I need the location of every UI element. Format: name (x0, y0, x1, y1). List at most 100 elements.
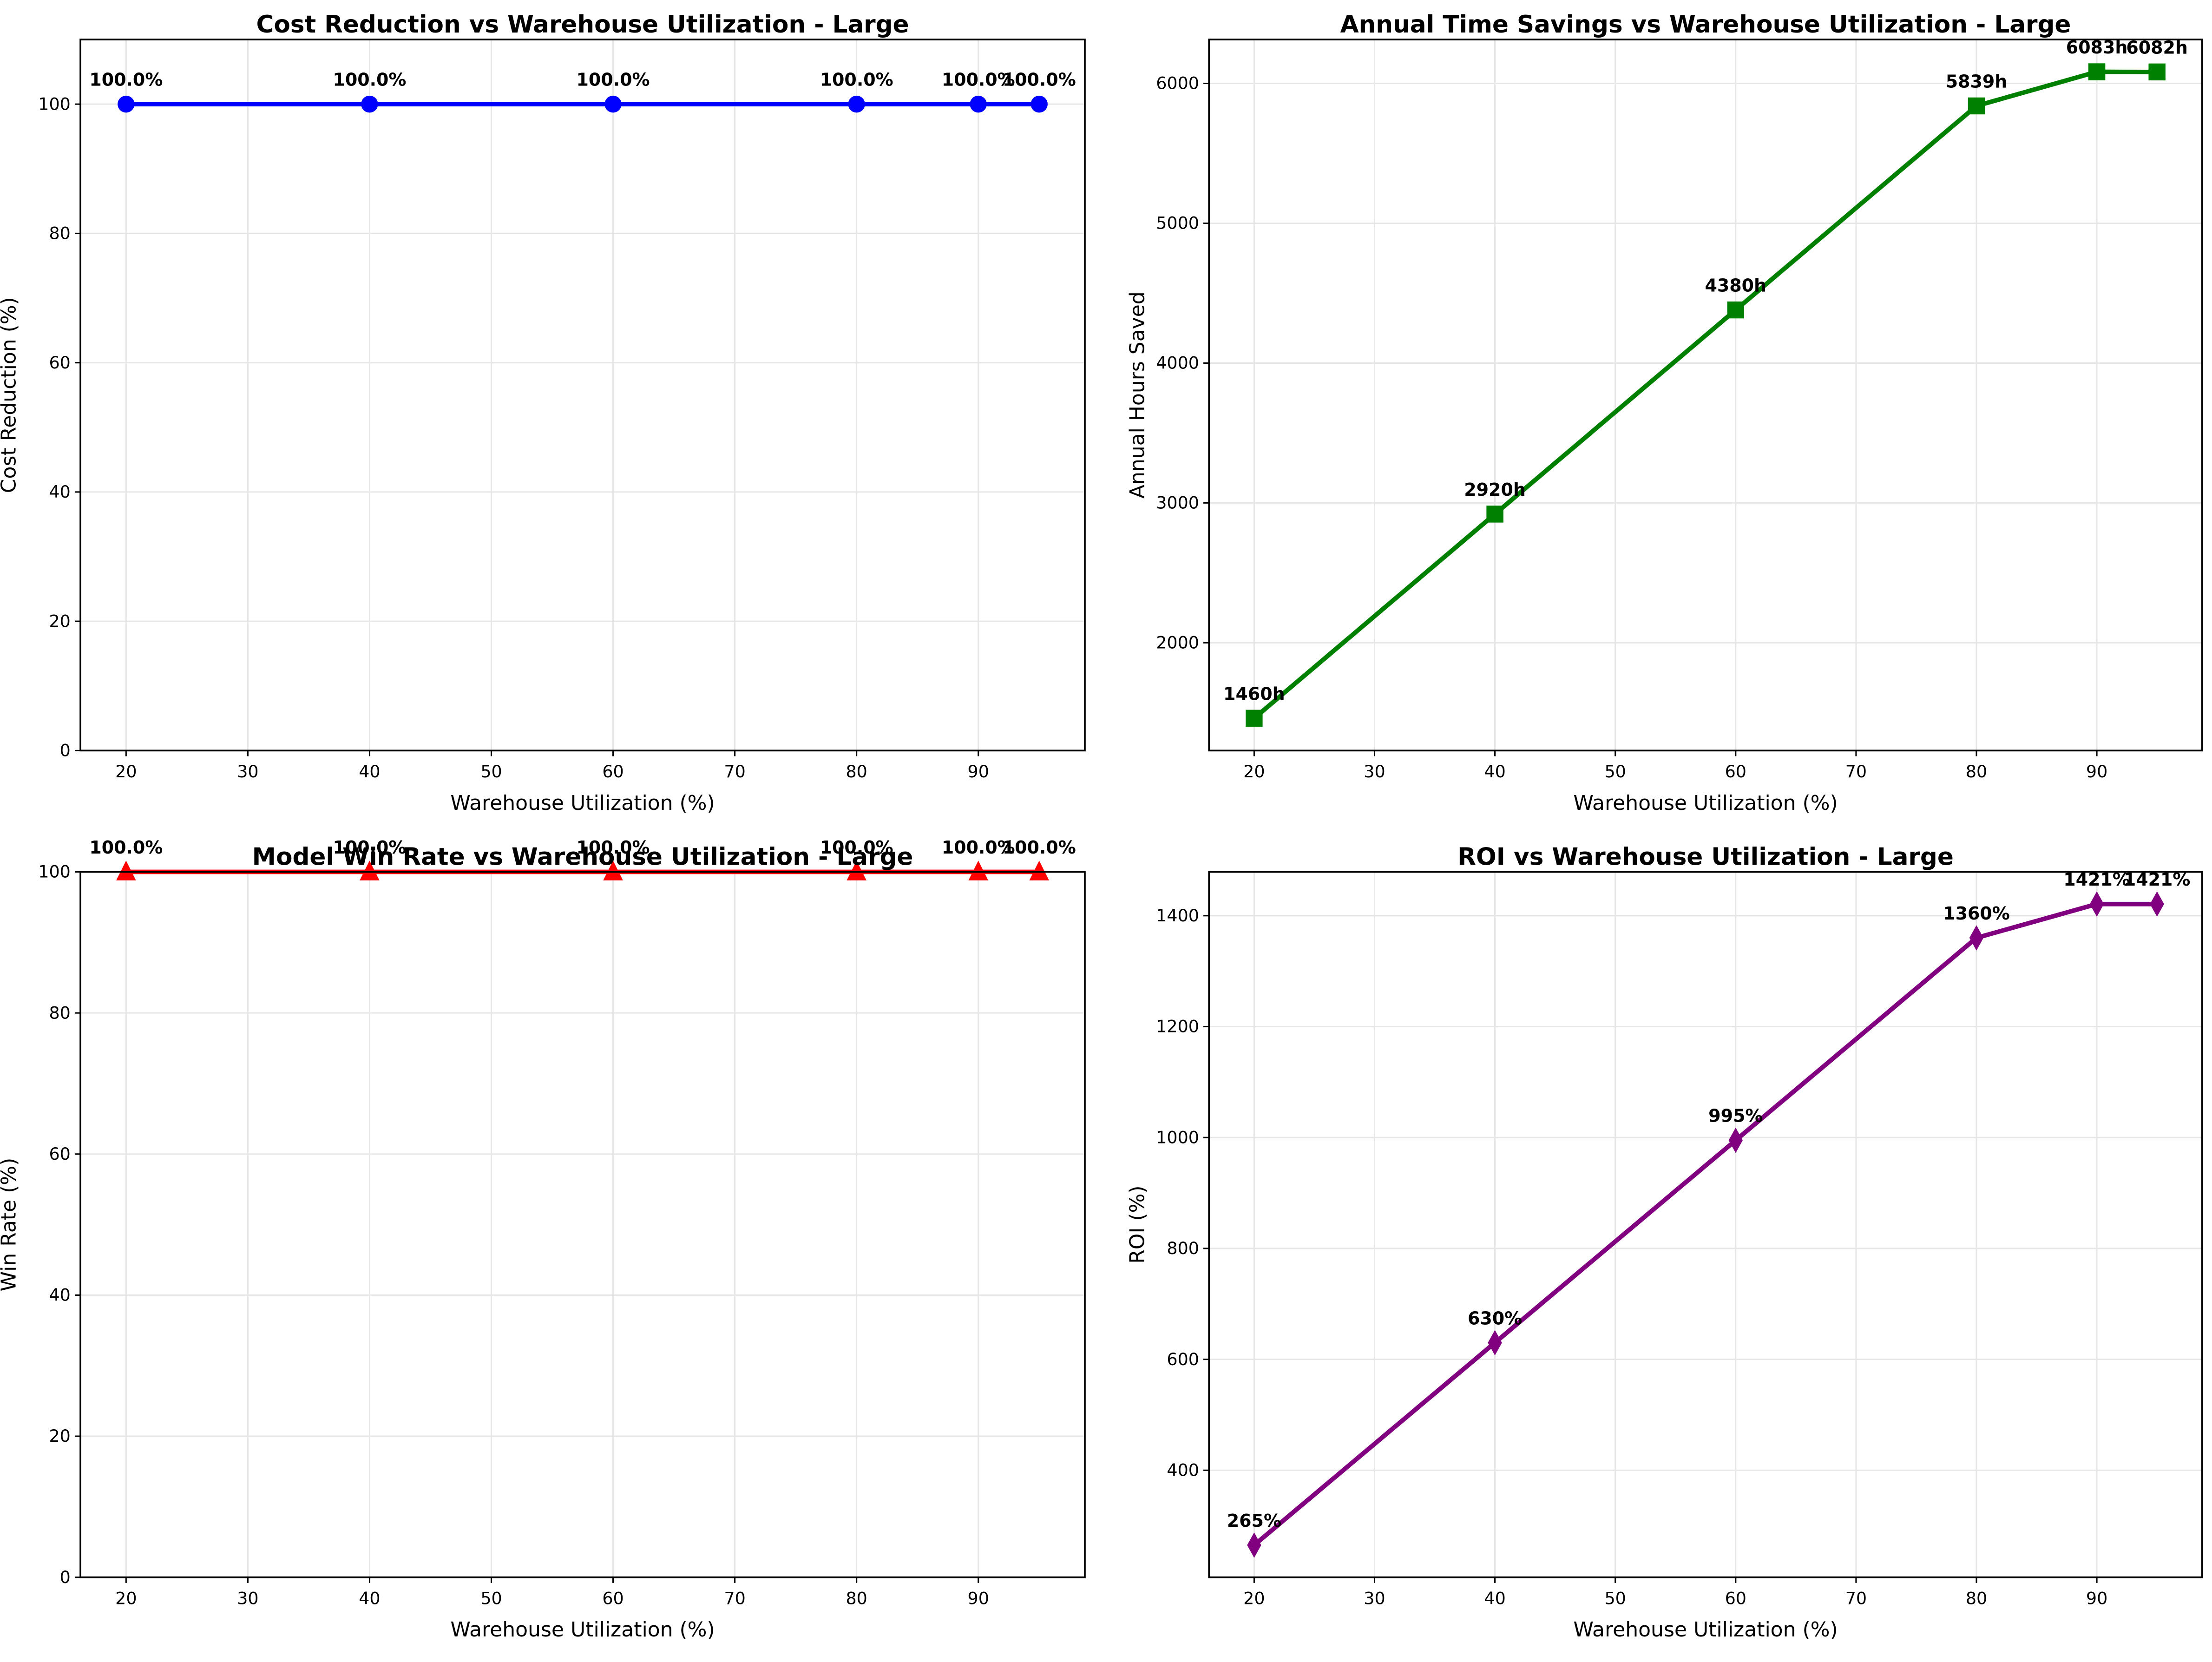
chart-title: Model Win Rate vs Warehouse Utilization … (252, 843, 913, 871)
y-tick-label: 20 (49, 1426, 70, 1446)
chart-title: ROI vs Warehouse Utilization - Large (1457, 843, 1954, 871)
x-tick-label: 30 (237, 762, 258, 782)
x-axis-label: Warehouse Utilization (%) (1573, 1618, 1838, 1642)
data-point-marker (360, 861, 380, 880)
data-point-marker (1029, 861, 1049, 880)
data-label: 630% (1468, 1308, 1522, 1328)
x-tick-label: 40 (359, 762, 380, 782)
data-point-marker (1728, 1127, 1743, 1153)
data-point-marker (847, 861, 866, 880)
data-point-marker (1247, 1532, 1261, 1558)
chart-title: Cost Reduction vs Warehouse Utilization … (256, 11, 909, 39)
data-point-marker (2150, 891, 2164, 917)
x-tick-label: 50 (1604, 762, 1626, 782)
x-tick-label: 80 (846, 1588, 867, 1608)
data-point-marker (1031, 95, 1048, 113)
data-point-marker (116, 861, 136, 880)
x-tick-label: 60 (602, 1588, 624, 1608)
data-point-marker (1727, 301, 1745, 319)
data-label: 5839h (1946, 71, 2008, 92)
x-tick-label: 50 (1604, 1588, 1626, 1608)
x-tick-label: 80 (1966, 762, 1987, 782)
x-tick-label: 20 (115, 1588, 137, 1608)
data-label: 4380h (1705, 276, 1766, 296)
y-tick-label: 600 (1167, 1349, 1199, 1369)
y-tick-label: 40 (49, 1285, 70, 1305)
x-tick-label: 70 (1845, 1588, 1867, 1608)
x-tick-label: 40 (1484, 762, 1505, 782)
y-tick-label: 4000 (1156, 353, 1199, 373)
data-label: 2920h (1464, 480, 1526, 500)
x-tick-label: 20 (115, 762, 137, 782)
y-tick-label: 100 (38, 94, 71, 114)
data-point-marker (970, 95, 987, 113)
data-point-marker (848, 95, 865, 113)
roi-chart: 20 30 40 50 60 70 80 90 400 600 800 1000 1200 1400 265… (1126, 843, 2203, 1642)
y-tick-label: 0 (60, 741, 71, 761)
series-line (1253, 901, 2157, 1547)
data-point-marker (118, 95, 135, 113)
x-tick-label: 90 (968, 762, 989, 782)
x-tick-label: 50 (480, 1588, 502, 1608)
x-axis-label: Warehouse Utilization (%) (450, 791, 715, 815)
y-tick-label: 1000 (1156, 1127, 1199, 1147)
x-tick-label: 70 (724, 1588, 745, 1608)
data-label: 6082h (2126, 37, 2188, 58)
plot-frame (1208, 871, 2203, 1578)
y-tick-label: 1400 (1156, 906, 1199, 926)
y-tick-label: 80 (49, 223, 70, 243)
data-label: 100.0% (333, 70, 406, 90)
x-tick-label: 40 (359, 1588, 380, 1608)
data-label: 100.0% (577, 70, 650, 90)
data-point-marker (2148, 63, 2166, 81)
x-tick-label: 60 (1725, 762, 1746, 782)
y-tick-label: 3000 (1156, 493, 1199, 513)
chart-title: Annual Time Savings vs Warehouse Utiliza… (1340, 11, 2071, 39)
data-label: 100.0% (942, 837, 1015, 858)
x-tick-label: 30 (1364, 762, 1385, 782)
plot-frame (79, 39, 1086, 752)
data-label: 100.0% (1003, 70, 1076, 90)
x-axis-label: Warehouse Utilization (%) (450, 1618, 715, 1642)
x-tick-label: 60 (602, 762, 624, 782)
time-savings-chart: 20 30 40 50 60 70 80 90 2000 3000 4000 5000 6000 1460… (1126, 11, 2203, 815)
data-label: 1460h (1223, 683, 1285, 704)
x-tick-label: 60 (1725, 1588, 1746, 1608)
x-tick-label: 70 (1845, 762, 1867, 782)
data-label: 265% (1227, 1511, 1281, 1531)
y-axis-label: Annual Hours Saved (1126, 291, 1149, 499)
data-label: 6083h (2066, 37, 2128, 58)
data-label: 100.0% (820, 837, 893, 858)
data-label: 100.0% (820, 70, 893, 90)
data-label: 100.0% (333, 837, 406, 858)
x-tick-label: 20 (1243, 762, 1265, 782)
series-line (1253, 69, 2157, 720)
y-tick-label: 5000 (1156, 213, 1199, 233)
data-point-marker (1969, 925, 1984, 951)
x-tick-label: 80 (1966, 1588, 1987, 1608)
data-point-marker (2088, 63, 2106, 80)
y-axis-label: Cost Reduction (%) (0, 297, 20, 493)
y-tick-label: 400 (1167, 1460, 1199, 1480)
y-axis-label: Win Rate (%) (0, 1158, 20, 1292)
data-point-marker (2089, 891, 2104, 917)
x-tick-label: 90 (2086, 762, 2107, 782)
data-label: 100.0% (1003, 837, 1076, 858)
data-label: 100.0% (577, 837, 650, 858)
plot-frame (79, 871, 1086, 1578)
data-point-marker (1968, 97, 1985, 115)
y-tick-label: 20 (49, 611, 70, 631)
y-tick-label: 60 (49, 353, 70, 373)
x-tick-label: 70 (724, 762, 745, 782)
data-label: 100.0% (942, 70, 1015, 90)
x-tick-label: 20 (1243, 1588, 1265, 1608)
data-label: 100.0% (89, 70, 163, 90)
x-tick-label: 80 (846, 762, 867, 782)
y-tick-label: 80 (49, 1003, 70, 1023)
y-axis-label: ROI (%) (1126, 1185, 1149, 1263)
data-label: 1421% (2063, 869, 2130, 890)
